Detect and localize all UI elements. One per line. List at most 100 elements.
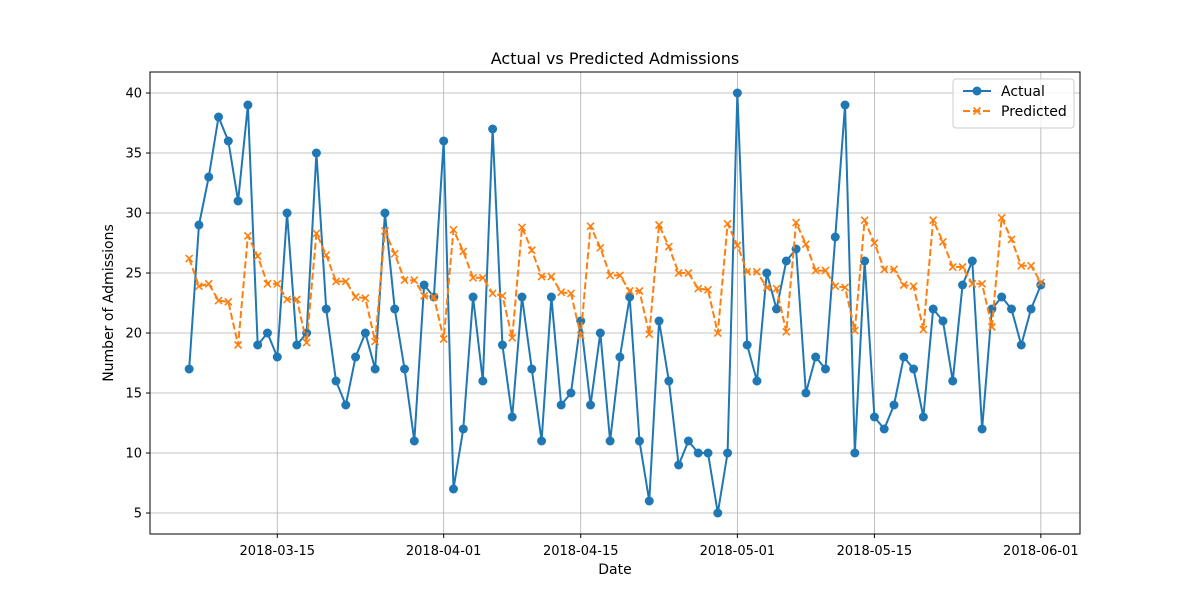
data-point-actual — [243, 100, 253, 110]
data-point-predicted — [214, 296, 223, 305]
data-point-actual — [879, 424, 889, 434]
data-point-actual — [321, 304, 331, 314]
data-point-predicted — [527, 246, 536, 255]
data-point-predicted — [380, 226, 390, 236]
data-point-actual — [527, 364, 537, 374]
data-point-predicted — [684, 268, 693, 278]
data-point-predicted — [938, 237, 948, 246]
data-point-predicted — [185, 254, 194, 263]
data-point-actual — [566, 388, 576, 398]
data-point-predicted — [292, 295, 301, 304]
data-point-predicted — [596, 243, 605, 252]
data-point-actual — [830, 232, 840, 242]
data-point-actual — [820, 364, 830, 374]
legend-label-predicted: Predicted — [1001, 104, 1067, 120]
data-point-actual — [762, 268, 772, 278]
data-point-actual — [497, 340, 507, 350]
data-point-actual — [977, 424, 987, 434]
data-point-predicted — [341, 277, 350, 286]
series-line-actual — [188, 92, 1042, 514]
data-point-predicted — [537, 272, 546, 281]
data-point-actual — [752, 376, 762, 386]
y-tick-label: 15 — [125, 387, 142, 402]
data-point-actual — [723, 448, 733, 458]
data-point-predicted — [997, 213, 1006, 222]
data-point-predicted — [625, 286, 634, 296]
data-point-actual — [772, 304, 782, 314]
data-point-actual — [311, 148, 321, 158]
data-point-actual — [262, 328, 272, 338]
data-point-predicted — [361, 294, 370, 303]
data-point-actual — [448, 484, 458, 494]
data-point-predicted — [870, 238, 879, 248]
data-point-predicted — [508, 333, 517, 342]
data-point-predicted — [566, 289, 576, 298]
data-point-predicted — [371, 337, 380, 346]
data-point-actual — [517, 292, 527, 302]
data-point-actual — [478, 376, 488, 386]
x-tick-label: 2018-05-15 — [837, 544, 913, 559]
data-point-predicted — [831, 282, 840, 291]
data-point-predicted — [234, 340, 243, 350]
data-point-actual — [1016, 340, 1026, 350]
data-point-predicted — [674, 268, 683, 278]
data-point-predicted — [194, 282, 204, 291]
data-point-actual — [948, 376, 958, 386]
data-point-actual — [488, 124, 498, 134]
data-point-predicted — [390, 249, 399, 258]
data-point-actual — [742, 340, 752, 350]
data-point-actual — [840, 100, 850, 110]
data-point-actual — [370, 364, 380, 374]
data-point-actual — [615, 352, 625, 362]
legend-marker-predicted — [972, 106, 982, 116]
data-point-actual — [781, 256, 791, 266]
data-point-predicted — [821, 266, 830, 275]
plot-frame — [149, 71, 1081, 535]
data-point-predicted — [752, 267, 762, 276]
data-point-actual — [409, 436, 419, 446]
data-point-predicted — [478, 273, 487, 282]
data-point-predicted — [811, 266, 820, 275]
data-point-actual — [654, 316, 664, 326]
data-point-actual — [360, 328, 370, 338]
data-point-predicted — [664, 242, 673, 251]
data-point-actual — [586, 400, 596, 410]
legend: Actual Predicted — [952, 78, 1075, 129]
data-point-predicted — [978, 279, 987, 288]
data-point-predicted — [322, 250, 331, 260]
data-point-actual — [282, 208, 292, 218]
data-point-predicted — [772, 284, 781, 293]
data-point-actual — [703, 448, 713, 458]
data-point-predicted — [273, 279, 282, 288]
data-point-predicted — [762, 283, 771, 292]
x-tick-label: 2018-04-15 — [543, 544, 619, 559]
series-layer — [184, 88, 1046, 518]
data-point-actual — [419, 280, 429, 290]
data-point-actual — [400, 364, 410, 374]
data-point-predicted — [899, 280, 908, 290]
data-point-predicted — [517, 223, 527, 232]
data-point-actual — [214, 112, 224, 122]
data-point-actual — [909, 364, 919, 374]
data-point-actual — [899, 352, 909, 362]
data-point-actual — [693, 448, 703, 458]
data-point-actual — [938, 316, 948, 326]
data-point-predicted — [282, 295, 292, 304]
data-point-predicted — [439, 334, 448, 344]
data-point-predicted — [243, 231, 252, 240]
data-point-actual — [918, 412, 928, 422]
data-point-actual — [869, 412, 879, 422]
data-point-actual — [713, 508, 723, 518]
data-point-predicted — [606, 271, 615, 280]
data-point-actual — [194, 220, 204, 230]
data-point-predicted — [919, 325, 928, 334]
data-point-predicted — [488, 289, 497, 298]
data-point-predicted — [782, 327, 791, 336]
data-point-predicted — [880, 265, 889, 274]
ticks: 5 10 15 20 25 30 35 40 2018-03-15 2018-04-01 2018-… — [125, 87, 1078, 560]
data-point-actual — [439, 136, 449, 146]
data-point-predicted — [645, 330, 654, 339]
data-point-actual — [674, 460, 684, 470]
data-point-actual — [605, 436, 615, 446]
data-point-actual — [1036, 280, 1046, 290]
